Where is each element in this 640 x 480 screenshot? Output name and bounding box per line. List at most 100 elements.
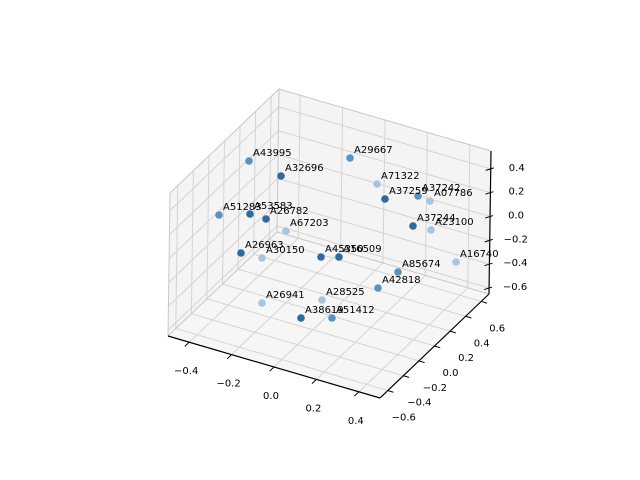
- y-tick-label: 0.0: [443, 368, 459, 379]
- scatter-point: [452, 258, 460, 266]
- point-label: A51283: [223, 202, 262, 213]
- grid-line: [358, 287, 469, 393]
- y-tick-label: −0.6: [392, 413, 416, 424]
- y-tick-mark: [418, 360, 425, 364]
- point-label: A71322: [381, 171, 420, 182]
- y-tick-mark: [403, 375, 410, 378]
- point-label: A28525: [326, 287, 365, 298]
- scatter-point: [215, 211, 223, 219]
- scatter-point: [426, 197, 434, 205]
- x-tick-label: −0.2: [216, 379, 240, 390]
- scatter-point: [409, 222, 417, 230]
- grid-line: [206, 155, 210, 299]
- z-tick-label: −0.2: [504, 234, 528, 245]
- grid-line: [424, 132, 428, 276]
- y-tick-label: 0.4: [474, 338, 490, 349]
- grid-line: [231, 250, 341, 355]
- point-label: A26782: [270, 206, 309, 217]
- x-tick-label: 0.2: [305, 403, 321, 414]
- y-tick-label: 0.6: [489, 323, 505, 334]
- z-tick-mark: [484, 238, 493, 243]
- box-edge: [167, 231, 278, 337]
- point-label: A16509: [343, 244, 382, 255]
- scatter-point: [262, 215, 270, 223]
- grid-line: [190, 170, 194, 314]
- scatter-point: [381, 195, 389, 203]
- point-label: A32696: [285, 163, 324, 174]
- point-label: A16740: [460, 249, 499, 260]
- box-edge: [276, 231, 490, 295]
- grid-line: [175, 185, 179, 329]
- point-label: A38619: [305, 305, 344, 316]
- y-tick-mark: [481, 300, 488, 304]
- y-tick-label: −0.4: [407, 398, 431, 409]
- grid-line: [168, 154, 279, 259]
- grid-line: [340, 107, 344, 251]
- scatter-point: [258, 299, 266, 307]
- scatter-point: [427, 226, 435, 234]
- z-tick-label: 0.0: [508, 211, 524, 222]
- z-tick-label: 0.4: [509, 163, 525, 174]
- box-edge: [167, 192, 171, 337]
- grid-line: [316, 275, 426, 380]
- scatter-point: [318, 296, 326, 304]
- point-label: A07786: [434, 188, 473, 199]
- grid-line: [188, 237, 299, 343]
- x-tick-label: 0.0: [263, 391, 279, 402]
- scatter-point: [394, 268, 402, 276]
- point-label: A37259: [389, 186, 428, 197]
- y-tick-mark: [449, 330, 456, 334]
- x-tick-label: −0.4: [174, 366, 198, 377]
- z-tick-mark: [483, 286, 493, 291]
- grid-line: [168, 201, 278, 307]
- x-tick-mark: [226, 354, 232, 360]
- grid-line: [268, 96, 272, 240]
- y-tick-mark: [434, 345, 441, 349]
- point-label: A37242: [422, 183, 461, 194]
- z-tick-label: −0.4: [503, 258, 527, 269]
- scatter-point: [317, 253, 325, 261]
- grid-line: [467, 144, 471, 288]
- point-label: A42818: [382, 275, 421, 286]
- scatter-point: [297, 314, 305, 322]
- scatter-point: [282, 227, 290, 235]
- point-label: A23100: [435, 217, 474, 228]
- z-tick-mark: [485, 191, 494, 195]
- y-tick-mark: [387, 390, 394, 393]
- z-tick-mark: [484, 262, 493, 267]
- point-label: A67203: [290, 218, 329, 229]
- box-edge: [278, 88, 492, 152]
- y-tick-mark: [465, 315, 472, 319]
- point-label: A85674: [402, 259, 441, 270]
- scatter-point: [237, 249, 245, 257]
- point-label: A51412: [336, 305, 375, 316]
- scatter-point: [277, 172, 285, 180]
- y-tick-label: −0.2: [423, 383, 447, 394]
- scatter-point: [245, 157, 253, 165]
- point-label: A45350: [325, 244, 364, 255]
- point-label: A53583: [254, 201, 293, 212]
- box-edge: [276, 88, 280, 233]
- z-axis-line: [488, 150, 492, 295]
- x-tick-mark: [269, 366, 275, 372]
- box-edge: [169, 88, 280, 194]
- x-tick-mark: [184, 341, 190, 347]
- x-tick-mark: [311, 379, 317, 384]
- point-label: A37244: [417, 213, 456, 224]
- grid-line: [169, 106, 280, 212]
- grid-line: [169, 130, 279, 236]
- point-label: A26963: [245, 240, 284, 251]
- grid-line: [168, 178, 279, 283]
- grid-line: [297, 95, 301, 239]
- scatter-point: [246, 210, 254, 218]
- scatter-point: [373, 180, 381, 188]
- scatter-point: [414, 192, 422, 200]
- z-tick-mark: [484, 215, 494, 219]
- grid-line: [273, 262, 384, 368]
- scatter-point: [335, 253, 343, 261]
- z-tick-label: −0.6: [503, 282, 527, 293]
- y-tick-label: 0.2: [458, 353, 474, 364]
- point-label: A26941: [266, 290, 305, 301]
